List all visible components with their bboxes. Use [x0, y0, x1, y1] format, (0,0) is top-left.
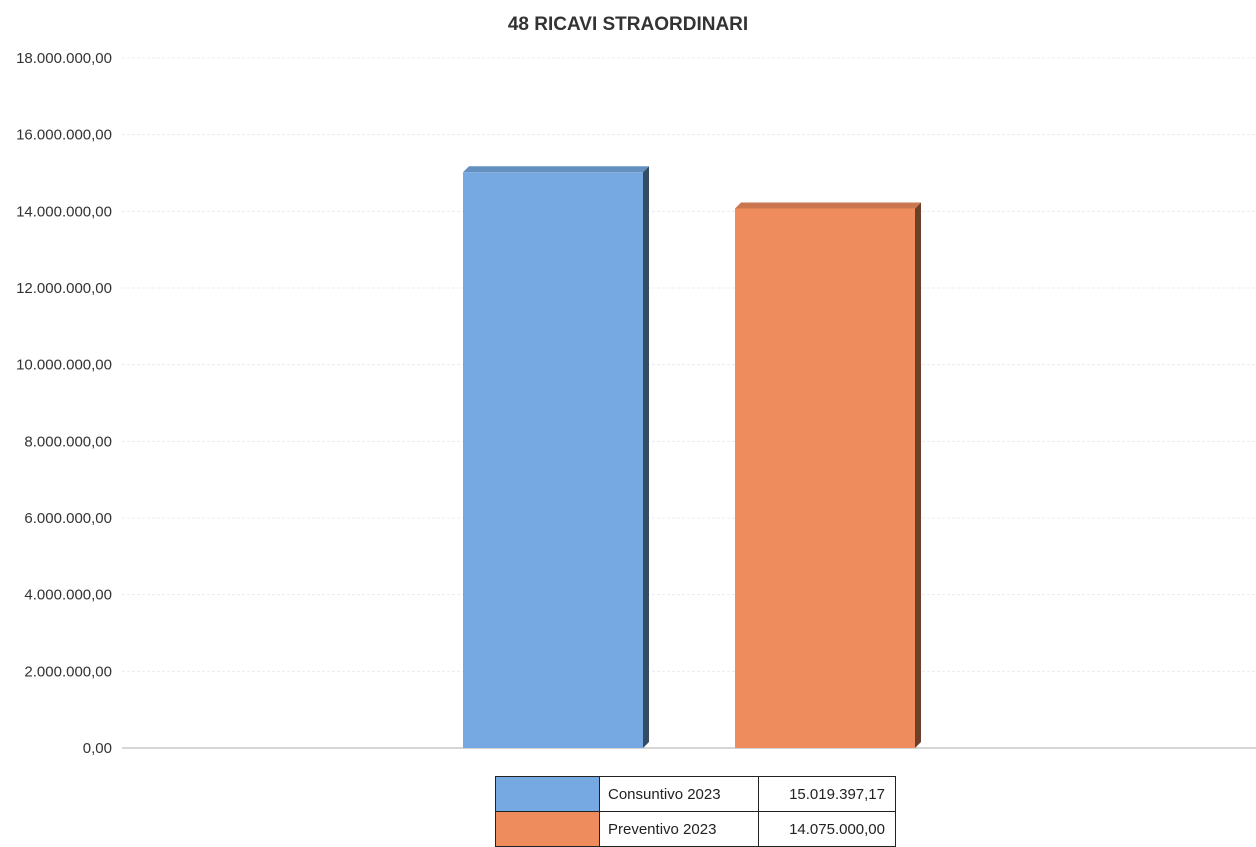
y-tick-label: 16.000.000,00	[16, 127, 112, 144]
y-tick-label: 6.000.000,00	[24, 510, 112, 527]
y-axis-tick-labels: 0,00 2.000.000,00 4.000.000,00 6.000.000,00…	[16, 50, 112, 757]
legend-row: Preventivo 2023 14.075.000,00	[495, 811, 896, 847]
bar-side-face	[643, 166, 649, 748]
bar-side-face	[915, 202, 921, 749]
gridlines	[122, 57, 1256, 672]
bar	[735, 202, 921, 749]
legend-series-name: Preventivo 2023	[599, 811, 759, 847]
y-tick-label: 14.000.000,00	[16, 203, 112, 220]
legend-series-name: Consuntivo 2023	[599, 776, 759, 812]
y-tick-label: 0,00	[83, 740, 112, 757]
legend-series-value: 14.075.000,00	[758, 811, 896, 847]
legend-swatch	[495, 776, 600, 812]
y-tick-label: 10.000.000,00	[16, 357, 112, 374]
bar-top-face	[735, 202, 921, 209]
y-tick-label: 8.000.000,00	[24, 433, 112, 450]
legend-swatch	[495, 811, 600, 847]
y-tick-label: 12.000.000,00	[16, 280, 112, 297]
legend-data-table: Consuntivo 2023 15.019.397,17 Preventivo…	[495, 776, 896, 847]
y-tick-label: 2.000.000,00	[24, 663, 112, 680]
bars	[463, 166, 921, 749]
y-tick-label: 18.000.000,00	[16, 50, 112, 67]
chart-title: 48 RICAVI STRAORDINARI	[507, 14, 749, 35]
bar-front-face	[463, 172, 643, 748]
legend-row: Consuntivo 2023 15.019.397,17	[495, 776, 896, 812]
bar-front-face	[735, 208, 915, 749]
bar-chart: 0,00 2.000.000,00 4.000.000,00 6.000.000,00…	[16, 50, 1256, 757]
y-tick-label: 4.000.000,00	[24, 587, 112, 604]
legend-series-value: 15.019.397,17	[758, 776, 896, 812]
bar	[463, 166, 649, 748]
bar-top-face	[463, 166, 649, 173]
